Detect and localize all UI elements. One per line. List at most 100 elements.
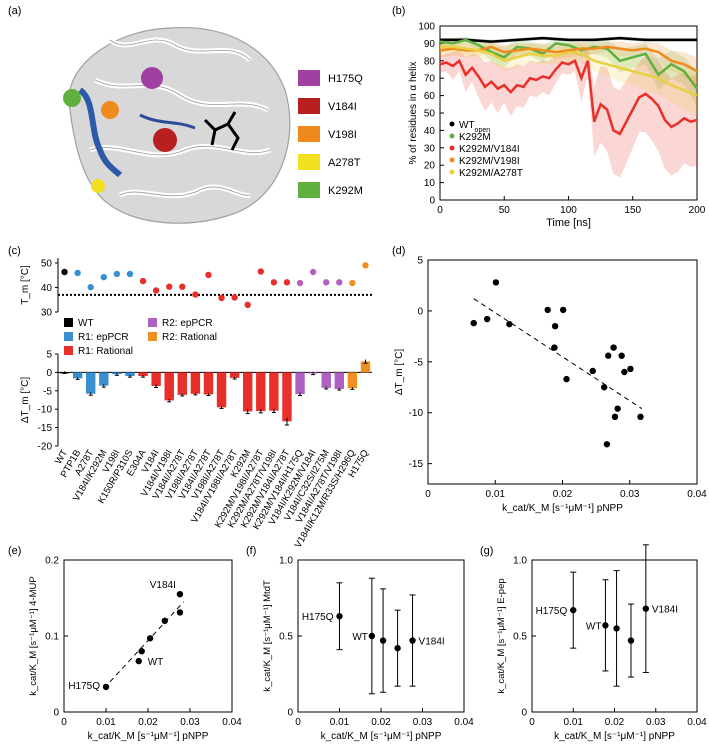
x-tick-label: 0.04	[687, 717, 707, 728]
data-point	[621, 368, 628, 376]
x-tick-label: 0.01	[330, 717, 350, 728]
x-tick-label: 200	[689, 205, 706, 216]
legend-dot	[449, 121, 455, 127]
ribbon-strand-outlines	[89, 39, 271, 197]
y-axis-label: T_m [°C]	[20, 265, 31, 305]
chart-dtm-vs-kcat: 0 0.01 0.02 0.03 0.04 -15 -10 -5 0 5 k_cat/K_M [s⁻…	[394, 256, 707, 515]
legend-swatch	[64, 346, 73, 355]
data-point	[368, 632, 376, 640]
y-tick-label: -15	[409, 459, 424, 470]
data-point	[614, 405, 621, 412]
y-tick-label: 90	[424, 39, 436, 50]
legend-swatch	[298, 154, 320, 170]
dtm-bar	[360, 361, 371, 373]
legend-label: R2: epPCR	[162, 318, 213, 329]
y-tick-label: 0	[417, 306, 423, 317]
panel-label-d: (d)	[392, 245, 405, 257]
dtm-bar	[282, 372, 292, 422]
point-label: V184I	[652, 605, 678, 616]
data-point	[394, 644, 401, 652]
A278T-spheres	[91, 179, 105, 193]
data-point	[563, 375, 570, 383]
point-label: H175Q	[536, 606, 568, 617]
protein-structure-image	[63, 27, 291, 224]
legend-swatch	[298, 70, 320, 86]
point-label: WT	[148, 657, 164, 668]
data-point	[559, 306, 567, 314]
y-tick-label: 0	[429, 196, 435, 207]
data-point	[602, 622, 609, 629]
x-tick-label: 0	[295, 717, 301, 728]
x-tick-label: 0	[529, 717, 535, 728]
tm-point	[74, 269, 81, 277]
y-tick-label: 5	[417, 256, 423, 267]
legend-dot	[449, 169, 455, 175]
x-tick-label: 0.01	[96, 717, 116, 728]
x-tick-label: 0.02	[605, 717, 625, 728]
legend-label: K292M	[328, 185, 363, 197]
tm-point	[126, 270, 134, 278]
tm-point	[139, 277, 147, 285]
dtm-bar	[334, 372, 345, 389]
data-point	[610, 344, 617, 351]
series-line	[440, 36, 697, 43]
legend-swatch	[148, 332, 157, 341]
data-point	[611, 413, 619, 420]
data-point	[138, 648, 145, 655]
tm-point	[362, 262, 369, 269]
legend-label: K292M	[459, 132, 491, 143]
data-point	[613, 625, 620, 632]
series-line	[439, 38, 699, 90]
tm-point	[257, 268, 264, 275]
data-point	[570, 606, 577, 614]
legend-label: R1: epPCR	[78, 332, 129, 343]
K292M-spheres	[63, 89, 81, 107]
x-tick-label: 0.02	[553, 489, 573, 500]
data-point	[618, 352, 625, 359]
dtm-bar	[177, 372, 188, 395]
data-point	[627, 637, 635, 644]
x-axis-label: k_cat/K_M [s⁻¹μM⁻¹] pNPP	[554, 731, 675, 742]
y-axis-label: ΔT_m [°C]	[394, 349, 405, 395]
x-tick-label: 0	[61, 717, 67, 728]
y-tick-label: 1.0	[513, 556, 527, 567]
y-tick-label: 0	[46, 368, 52, 379]
y-tick-label: -20	[38, 442, 53, 453]
tm-point	[192, 291, 199, 298]
tm-point	[231, 294, 238, 301]
dtm-bar	[347, 372, 358, 389]
tm-point	[205, 271, 212, 279]
panel-label-f: (f)	[246, 545, 256, 557]
x-axis-label: Time [ns]	[546, 217, 591, 229]
legend-label: WT	[78, 318, 94, 329]
y-tick-label: 50	[41, 258, 53, 269]
data-point	[589, 367, 596, 375]
V184I-spheres	[153, 128, 177, 152]
legend-label: K292M/V184I	[459, 144, 520, 155]
legend-swatch	[148, 318, 157, 327]
dtm-bar	[190, 372, 201, 394]
y-tick-label: 50	[424, 109, 436, 120]
chart-mtdt: 0 0.01 0.02 0.03 0.04 0 0.5 1.0 H175Q WT V184I k_ca…	[262, 556, 474, 743]
legend-swatch	[298, 182, 320, 198]
data-point	[551, 322, 559, 330]
point-label: V184I	[419, 637, 445, 648]
blue-loop	[139, 113, 196, 130]
data-point	[605, 352, 612, 359]
series-line	[440, 45, 698, 97]
y-tick-label: 80	[424, 56, 436, 67]
x-tick-label: 100	[560, 205, 577, 216]
x-tick-label: 0	[425, 489, 431, 500]
dtm-bar	[321, 372, 331, 388]
plot-frame	[427, 259, 698, 485]
dtm-bar	[256, 372, 266, 412]
tm-point	[309, 268, 317, 276]
dtm-bar	[216, 372, 227, 408]
dtm-bar	[229, 372, 240, 378]
data-point	[379, 637, 387, 644]
series-band	[440, 36, 697, 107]
chart-4mup: 0 0.01 0.02 0.03 0.04 0 0.1 0.2 H175Q WT V184I k_ca…	[28, 556, 242, 743]
tm-point	[113, 270, 121, 278]
tm-point	[179, 283, 186, 290]
